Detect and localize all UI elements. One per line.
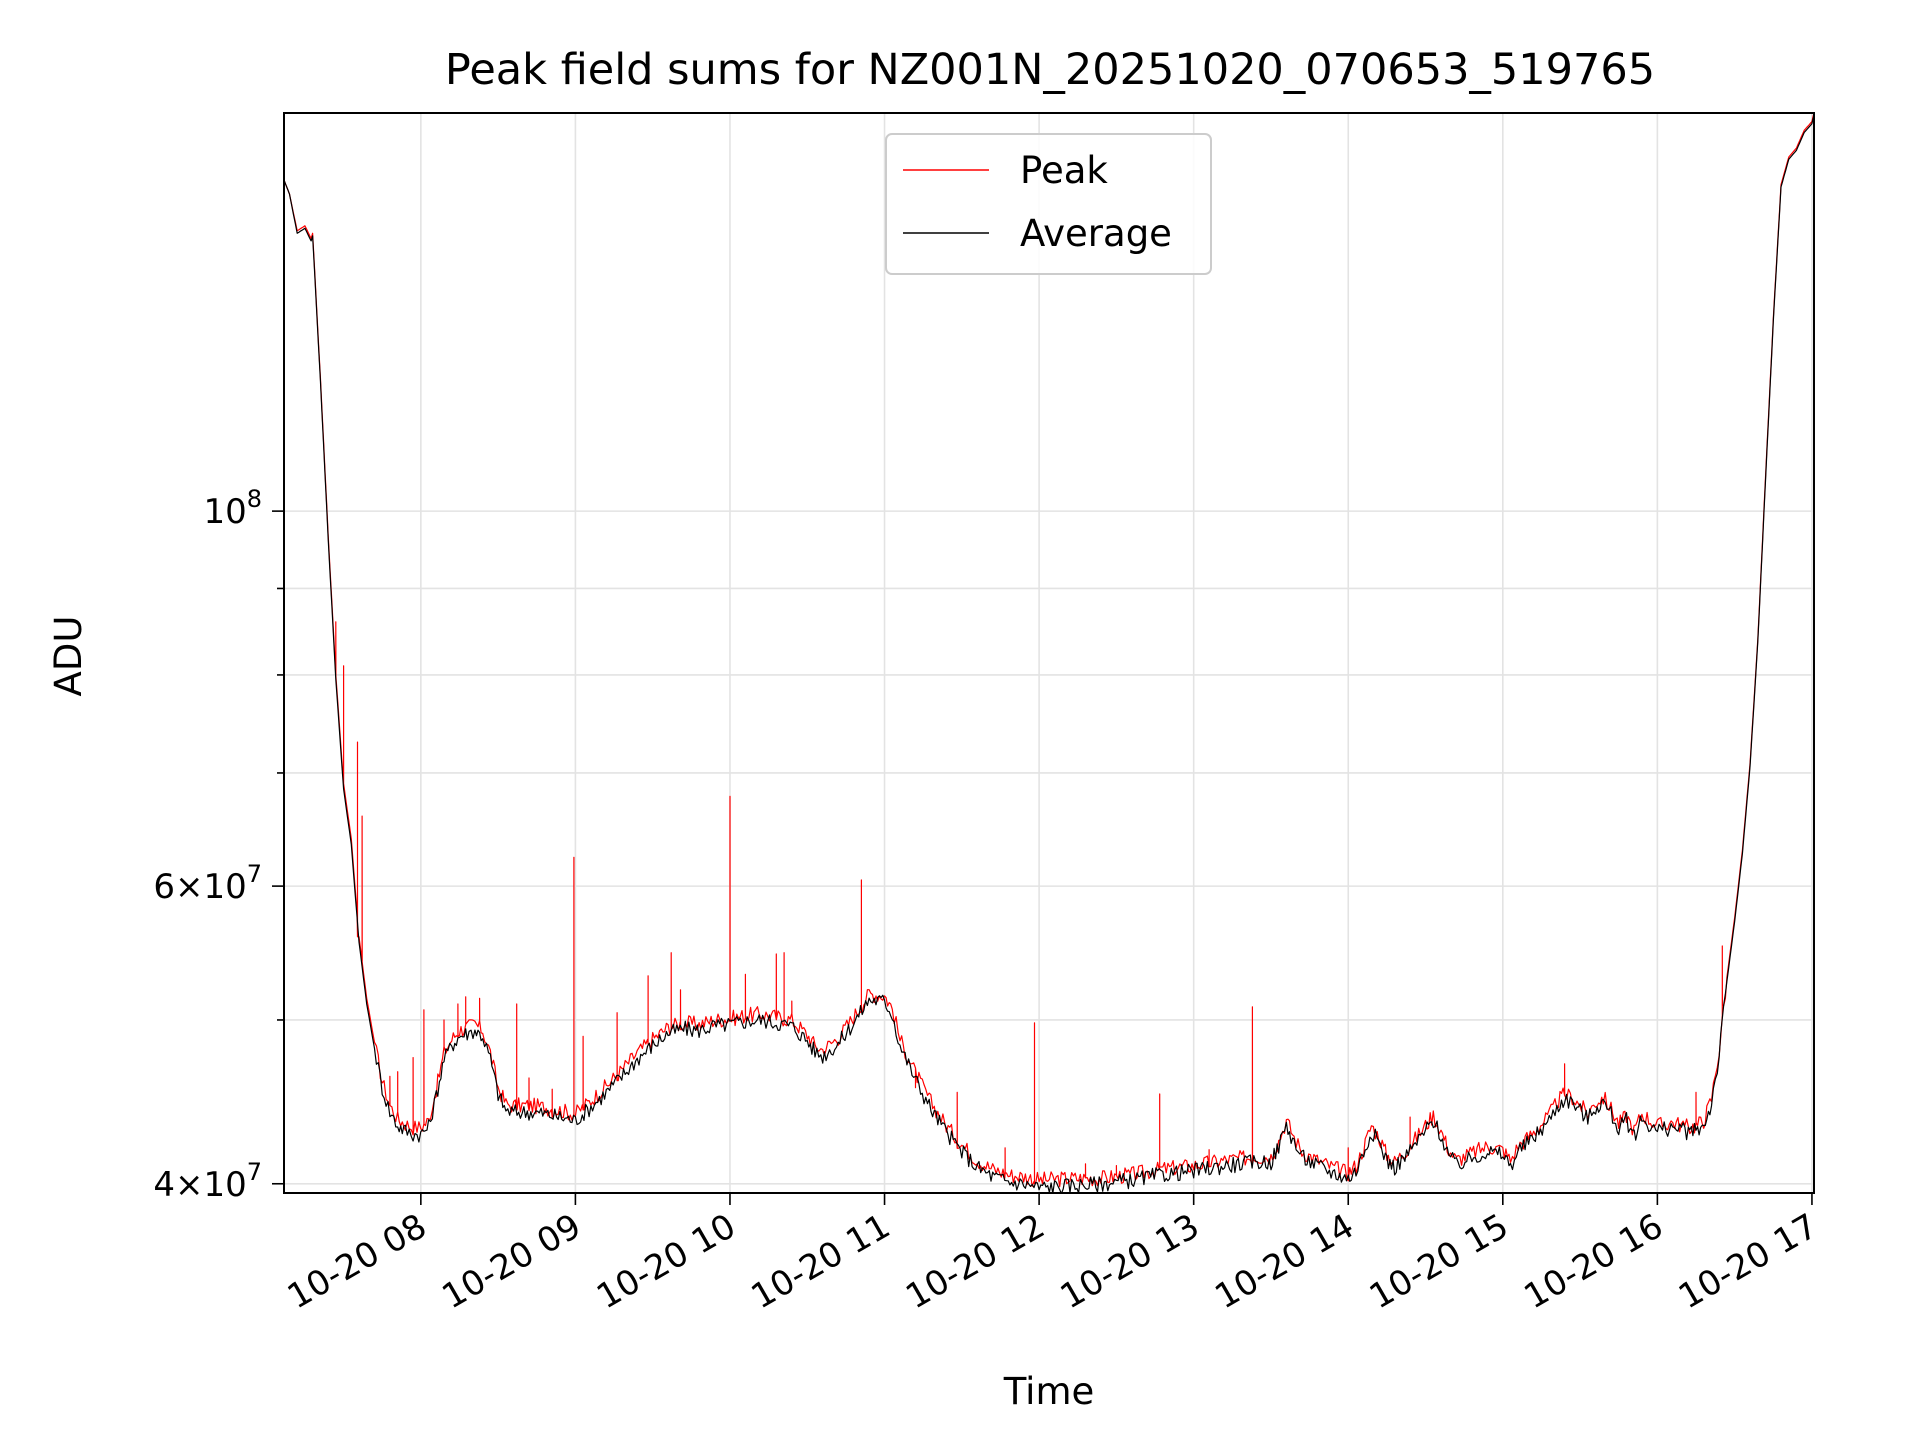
- y-tick-label: 108: [203, 485, 262, 532]
- series-layer: [284, 113, 1814, 1193]
- legend-label-average: Average: [1020, 212, 1172, 255]
- chart-title: Peak field sums for NZ001N_20251020_0706…: [445, 45, 1655, 95]
- y-axis-ticks: 108 6×107 4×107: [153, 485, 284, 1205]
- y-axis-label: ADU: [47, 616, 90, 697]
- grid: [284, 113, 1814, 1193]
- y-tick-label: 6×107: [153, 860, 262, 907]
- axes-frame: [283, 112, 1815, 1194]
- legend-label-peak: Peak: [1020, 149, 1108, 192]
- series-line-average: [284, 114, 1814, 1193]
- series-line-peak: [284, 113, 1814, 1188]
- y-tick-label: 4×107: [153, 1158, 262, 1205]
- x-axis-label: Time: [1003, 1370, 1095, 1413]
- legend-box: [885, 133, 1212, 275]
- legend: Peak Average: [885, 133, 1212, 275]
